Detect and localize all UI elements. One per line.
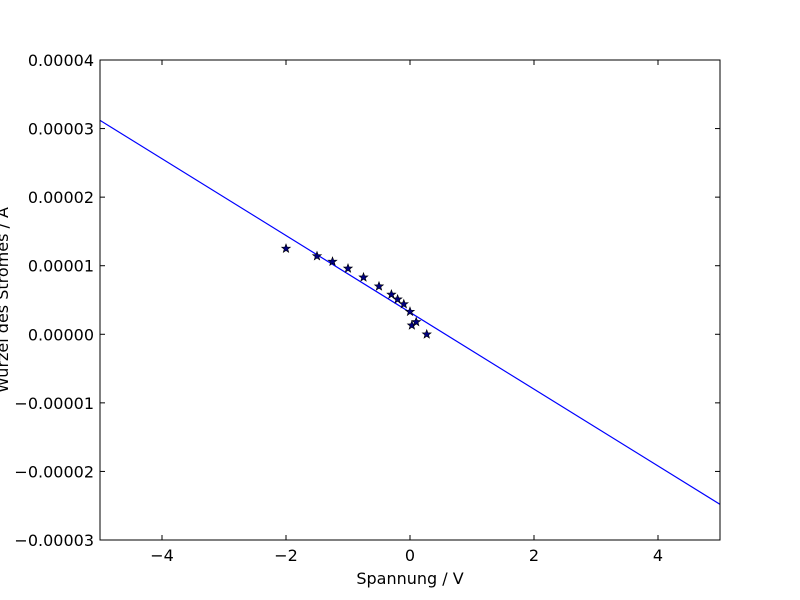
plot-area: [100, 119, 720, 505]
data-point: [342, 262, 354, 273]
data-point: [373, 280, 385, 291]
y-tick-label: −0.00003: [14, 531, 94, 550]
y-tick-label: 0.00000: [28, 325, 94, 344]
y-tick-label: 0.00004: [28, 51, 94, 70]
data-point: [398, 298, 410, 309]
data-point: [327, 256, 338, 267]
axis-ticks: −4 −2 0 2 4 −0.00003 −0.00002 −0.00001 0.00000 0.…: [14, 51, 720, 565]
data-point: [421, 328, 432, 339]
data-point: [404, 306, 416, 317]
x-tick-label: −4: [150, 546, 174, 565]
data-point: [392, 293, 403, 304]
y-tick-label: 0.00003: [28, 120, 94, 139]
x-axis-label: Spannung / V: [356, 569, 463, 588]
data-point: [358, 271, 369, 282]
data-point: [410, 316, 422, 327]
y-tick-label: 0.00001: [28, 257, 94, 276]
y-tick-label: 0.00002: [28, 188, 94, 207]
y-tick-label: −0.00001: [14, 394, 94, 413]
data-point: [386, 289, 397, 299]
data-point: [280, 243, 292, 253]
data-point: [311, 250, 323, 261]
x-tick-label: 0: [405, 546, 415, 565]
y-tick-label: −0.00002: [14, 462, 94, 481]
x-tick-label: 4: [653, 546, 663, 565]
y-axis-label: Wurzel des Stromes / A: [0, 207, 12, 393]
x-tick-label: 2: [529, 546, 539, 565]
x-tick-label: −2: [274, 546, 298, 565]
